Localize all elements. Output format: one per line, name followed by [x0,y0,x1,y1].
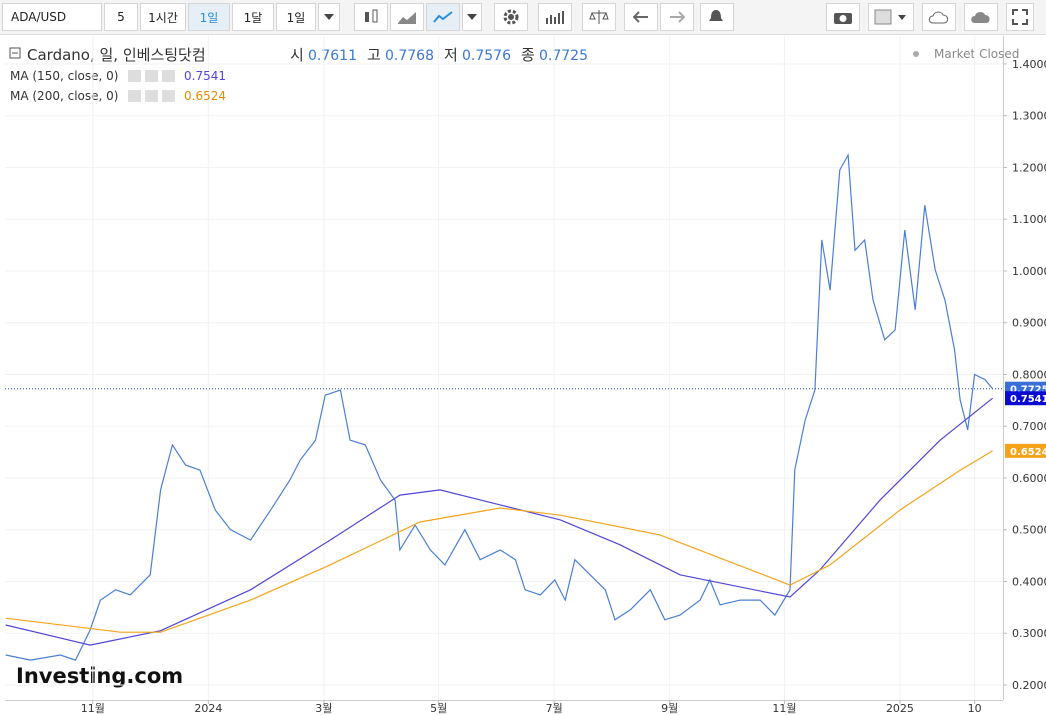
cloud-download[interactable] [922,3,956,31]
icon [874,9,906,25]
grid [5,36,1003,700]
indicator-legend: MA (150, close, 0) MA (200, close, 0) [10,69,118,103]
ohlc-label: 저 [444,46,458,64]
status-dot [913,51,919,57]
ohlc-label: 종 [521,46,535,64]
price-tag [1005,443,1046,458]
ohlc-value: 0.7725 [539,48,588,64]
dropdown[interactable] [318,3,340,31]
price-tag-label: 0.7541 [1010,394,1046,405]
indicator-icon [145,90,158,102]
series-line [5,450,993,633]
market-status: Market Closed [934,47,1019,61]
indicator-name: MA (150, close, 0) [10,69,118,83]
icon [670,11,685,23]
price-tag-label: 0.7725 [1010,385,1046,396]
redo-button[interactable] [660,3,694,31]
ohlc-label: 고 [367,46,381,64]
indicator-button[interactable] [538,3,572,31]
icon [633,11,648,23]
cloud-upload[interactable] [964,3,998,31]
ohlc-value: 0.7611 [308,48,357,64]
x-tick-label: 3월 [315,702,332,715]
indicator-value: 0.7541 [184,69,226,83]
alert-button[interactable] [700,3,734,31]
ohlc-value: 0.7768 [385,48,434,64]
toolbar: ADA/USD 5 1시간 1일 1달 1일 [0,0,1046,35]
ohlc-value: 0.7576 [462,48,511,64]
x-tick-label: 9월 [661,702,678,715]
icon [546,11,564,24]
x-tick-label: 2025 [886,702,914,715]
icon [1012,9,1028,25]
icon [365,9,378,23]
color-button[interactable] [868,3,914,31]
x-tick-label: 11월 [81,702,105,715]
settings-button[interactable] [494,3,528,31]
indicator-value: 0.6524 [184,89,226,103]
y-tick-label: 1.0000 [1012,265,1046,278]
x-tick-label: 11월 [772,702,796,715]
interval-button[interactable]: 1달 [232,3,274,31]
ohlc-label: 시 [290,46,304,64]
caret [324,14,334,20]
ohlc-legend: 시 0.7611 고 0.7768 저 0.7576 종 0.7725 [290,46,588,64]
collapse-icon[interactable] [9,47,21,59]
price-tag [1005,391,1046,406]
icon [433,11,453,23]
icon [589,10,609,24]
chart-title: Cardano, 일, 인베스팅닷컴 [27,46,206,64]
y-tick-label: 0.9000 [1012,317,1046,330]
undo-button[interactable] [624,3,658,31]
interval-button[interactable]: 1일 [188,3,230,31]
interval-button[interactable]: 1시간 [140,3,186,31]
y-tick-label: 1.1000 [1012,213,1046,226]
series-line [5,397,993,646]
icon [398,12,416,24]
icon [503,9,519,25]
indicator-icon [162,70,175,82]
symbol-box[interactable]: ADA/USD [2,3,102,31]
dropdown[interactable] [462,3,482,31]
indicator-name: MA (200, close, 0) [10,89,118,103]
price-tag-label: 0.6524 [1010,447,1046,458]
series-line [5,152,994,661]
indicator-icon [145,70,158,82]
area-button[interactable] [390,3,424,31]
x-tick-label: 5월 [430,702,447,715]
interval-button[interactable]: 5 [104,3,138,31]
candle-button[interactable] [354,3,388,31]
range-button[interactable]: 1일 [276,3,316,31]
fullscreen-button[interactable] [1006,3,1034,31]
compare-button[interactable] [582,3,616,31]
icon [928,11,949,24]
caret [467,14,477,20]
plot-background [0,36,1046,715]
indicator-icon [128,90,141,102]
x-tick-label: 10 [968,702,982,715]
indicator-icon [162,90,175,102]
camera-button[interactable] [826,3,860,31]
indicator-icon [128,70,141,82]
x-tick-label: 2024 [194,702,222,715]
x-tick-label: 7월 [546,702,563,715]
line-button[interactable] [426,3,460,31]
icon [834,13,852,24]
icon [971,12,990,23]
logo: Investing.com [16,664,183,688]
icon [709,10,723,21]
